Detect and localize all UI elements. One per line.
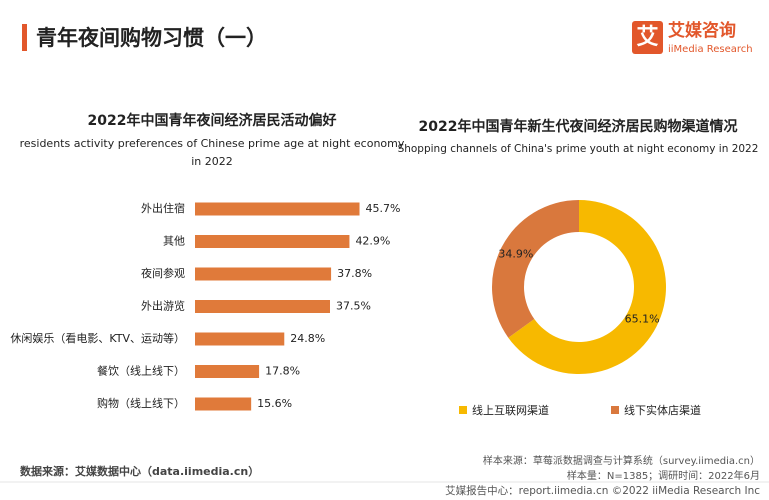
chart-subtitle: Shopping channels of China's prime youth… [398,143,759,155]
legend-swatch [459,406,467,414]
value-label: 24.8% [290,332,325,345]
donut-segment [508,200,666,374]
category-label: 外出游览 [141,299,185,313]
logo-en: iiMedia Research [668,44,753,55]
bar [195,202,360,216]
sample-source: 样本来源：草莓派数据调查与计算系统（survey.iimedia.cn） [483,454,760,467]
legend-label: 线下实体店渠道 [624,403,701,417]
value-label: 45.7% [366,202,401,215]
legend-label: 线上互联网渠道 [472,403,549,417]
bar [195,365,260,378]
page-title: 青年夜间购物习惯（一） [36,26,267,50]
value-label: 42.9% [355,235,390,248]
category-label: 餐饮（线上线下） [97,364,185,378]
category-label: 休闲娱乐（看电影、KTV、运动等） [10,331,185,345]
source-note: 数据来源：艾媒数据中心（data.iimedia.cn） [20,464,259,478]
bar [195,332,285,346]
report-note: 艾媒报告中心：report.iimedia.cn ©2022 iiMedia R… [445,484,760,497]
value-label: 15.6% [257,397,292,410]
bar [195,397,252,411]
bar [195,267,332,281]
category-label: 外出住宿 [141,201,185,215]
legend-swatch [611,406,619,414]
donut-segment [491,200,579,338]
value-label: 37.8% [337,267,372,280]
sample-size: 样本量：N=1385；调研时间：2022年6月 [567,469,760,482]
chart-subtitle: in 2022 [191,155,233,168]
value-label: 65.1% [625,312,660,325]
bar [195,300,330,313]
value-label: 34.9% [498,248,533,261]
chart-subtitle: residents activity preferences of Chines… [20,137,405,150]
logo-icon-bg [632,21,663,54]
value-label: 17.8% [265,365,300,378]
value-label: 37.5% [336,300,371,313]
category-label: 购物（线上线下） [97,396,185,410]
category-label: 其他 [163,235,185,248]
logo-name: 艾媒咨询 [668,20,736,41]
bar [195,235,350,248]
chart-title: 2022年中国青年夜间经济居民活动偏好 [88,112,337,129]
logo-icon: 艾 [636,25,658,50]
chart-title: 2022年中国青年新生代夜间经济居民购物渠道情况 [419,118,738,135]
category-label: 夜间参观 [141,266,185,280]
title-accent [22,24,27,51]
